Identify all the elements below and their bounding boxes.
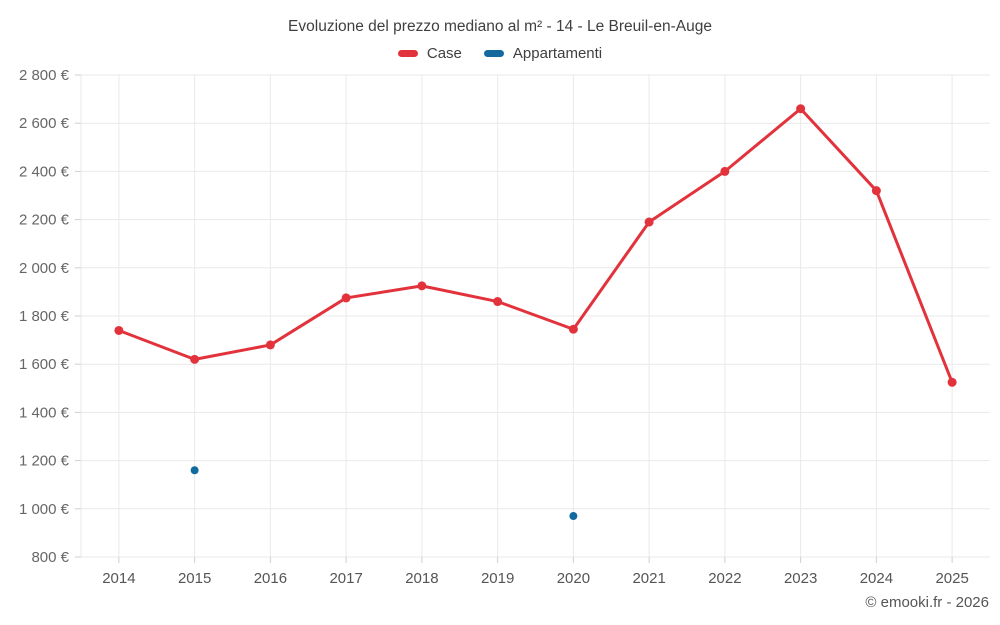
data-point-case[interactable] [114, 325, 124, 335]
x-tick-label: 2023 [784, 570, 817, 587]
data-point-case[interactable] [341, 293, 351, 303]
data-point-appartamenti[interactable] [190, 466, 199, 475]
y-tick-label: 800 € [31, 549, 69, 566]
data-point-case[interactable] [871, 186, 881, 196]
legend: Case Appartamenti [0, 45, 1000, 62]
y-tick-label: 2 400 € [19, 163, 70, 180]
y-tick-label: 1 200 € [19, 453, 70, 470]
y-tick-label: 1 600 € [19, 356, 70, 373]
copyright-footer: © emooki.fr - 2026 [865, 594, 989, 611]
legend-item-case[interactable]: Case [397, 45, 462, 62]
y-tick-label: 2 200 € [19, 212, 70, 229]
data-point-appartamenti[interactable] [569, 512, 578, 521]
legend-label-case: Case [426, 45, 462, 62]
data-point-case[interactable] [947, 377, 957, 387]
data-point-case[interactable] [265, 340, 275, 350]
x-tick-label: 2015 [178, 570, 211, 587]
data-point-case[interactable] [417, 281, 427, 291]
y-tick-label: 2 000 € [19, 260, 70, 277]
x-tick-label: 2018 [405, 570, 438, 587]
data-point-case[interactable] [493, 297, 503, 307]
x-tick-label: 2014 [102, 570, 135, 587]
legend-label-appartamenti: Appartamenti [512, 45, 603, 62]
x-tick-label: 2019 [481, 570, 514, 587]
x-tick-label: 2021 [632, 570, 665, 587]
chart-title: Evoluzione del prezzo mediano al m² - 14… [288, 18, 712, 35]
data-point-case[interactable] [644, 217, 654, 227]
y-tick-label: 2 600 € [19, 115, 70, 132]
data-point-case[interactable] [568, 324, 578, 334]
legend-swatch-case [397, 50, 418, 57]
data-point-case[interactable] [190, 354, 200, 364]
y-tick-label: 1 400 € [19, 404, 70, 421]
x-tick-label: 2017 [329, 570, 362, 587]
x-tick-label: 2024 [860, 570, 893, 587]
y-tick-label: 1 000 € [19, 501, 70, 518]
data-point-case[interactable] [720, 166, 730, 176]
data-point-case[interactable] [796, 104, 806, 114]
legend-swatch-appartamenti [483, 50, 504, 57]
x-tick-label: 2016 [254, 570, 287, 587]
x-tick-label: 2020 [557, 570, 590, 587]
x-tick-label: 2025 [935, 570, 968, 587]
series-line-case [117, 107, 954, 384]
y-tick-label: 2 800 € [19, 67, 70, 84]
legend-item-appartamenti[interactable]: Appartamenti [483, 45, 603, 62]
y-tick-label: 1 800 € [19, 308, 70, 325]
x-tick-label: 2022 [708, 570, 741, 587]
